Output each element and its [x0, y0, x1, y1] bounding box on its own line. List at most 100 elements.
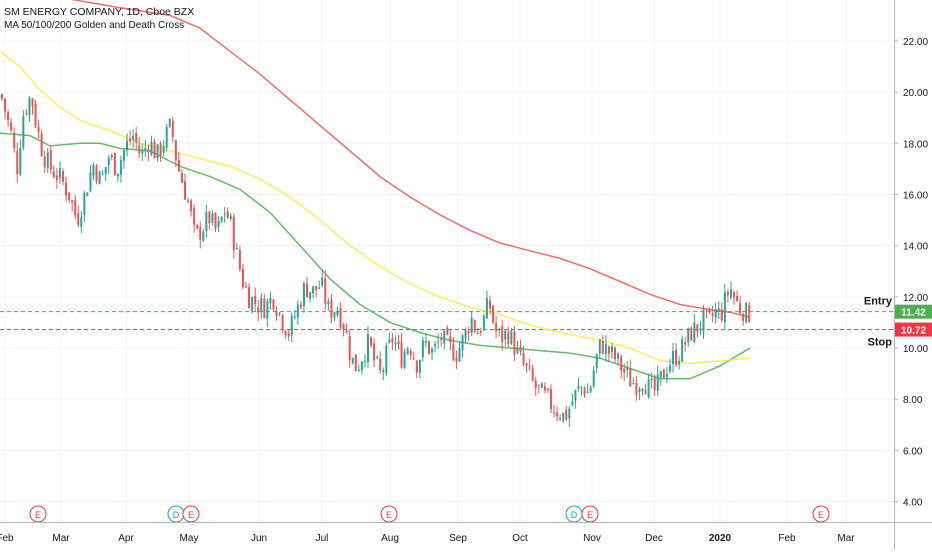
candle-body [272, 299, 275, 310]
candle-body [123, 150, 125, 161]
candle-body [65, 182, 68, 196]
candle-body [360, 361, 363, 371]
candle-body [318, 287, 321, 289]
candle-body [748, 304, 751, 323]
candle-body [629, 368, 632, 387]
candle-body [415, 360, 418, 373]
candle-body [284, 331, 287, 336]
ma-line-ma-50 [0, 132, 751, 380]
candle-body [107, 158, 110, 166]
candle-body [235, 247, 238, 250]
candle-body [150, 141, 153, 155]
candle-body [681, 338, 684, 362]
candle-body [147, 148, 150, 153]
candle-body [293, 316, 296, 318]
candle-body [516, 346, 519, 354]
candle-body [653, 376, 656, 391]
candle-body [281, 315, 284, 330]
candle-body [180, 173, 183, 183]
candle-body [443, 330, 446, 344]
level-tag-stop: Stop [868, 337, 893, 349]
candle-body [620, 356, 623, 371]
candle-body [367, 334, 369, 362]
candle-body [449, 336, 452, 343]
candle-body [461, 335, 464, 351]
candle-body [421, 340, 424, 358]
indicator-label: MA 50/100/200 Golden and Death Cross [4, 20, 185, 31]
candle-body [19, 148, 22, 175]
candle-body [28, 97, 31, 116]
candle-body [52, 171, 55, 178]
candle-body [13, 132, 16, 149]
candle-body [1, 94, 3, 99]
candle-body [476, 333, 479, 335]
candle-body [504, 330, 507, 340]
candle-body [403, 352, 406, 369]
time-tick-label: Mar [837, 533, 855, 544]
candle-body [583, 388, 586, 395]
candle-body [428, 341, 430, 354]
candle-body [659, 371, 662, 378]
time-tick-label: Nov [583, 533, 601, 544]
candle-body [159, 143, 162, 156]
candle-body [31, 98, 34, 107]
candle-body [562, 412, 565, 422]
candle-body [489, 300, 491, 309]
candle-body [71, 200, 74, 203]
candle-body [528, 366, 531, 368]
candle-body [479, 330, 482, 333]
price-tick-label: 22.00 [903, 37, 928, 48]
candle-body [614, 347, 617, 360]
candle-body [104, 167, 107, 175]
candle-body [626, 368, 629, 371]
ma-layer [0, 0, 751, 380]
candle-body [116, 173, 119, 177]
candle-body [729, 289, 732, 298]
candle-body [607, 346, 610, 354]
candle-body [708, 308, 711, 312]
candle-body [376, 357, 379, 359]
candle-body [546, 388, 549, 391]
candle-body [370, 337, 373, 346]
event-marker-label: E [188, 510, 194, 520]
candle-body [498, 328, 501, 331]
candle-body [357, 370, 360, 372]
candle-body [4, 98, 7, 112]
candle-body [223, 213, 226, 215]
candle-body [251, 297, 254, 311]
candle-body [345, 330, 348, 333]
candle-body [611, 346, 613, 352]
candle-body [519, 346, 522, 352]
candle-body [717, 308, 720, 312]
candle-body [34, 103, 37, 126]
candle-body [101, 173, 104, 175]
candle-body [388, 339, 391, 343]
candle-body [431, 348, 434, 353]
candle-body [458, 348, 461, 362]
candle-body [226, 211, 229, 218]
candle-body [260, 297, 263, 311]
candle-body [507, 331, 510, 345]
candle-body [452, 344, 455, 361]
candle-body [720, 309, 723, 321]
candle-body [522, 353, 525, 364]
candle-body [662, 369, 665, 379]
candle-body [391, 338, 394, 343]
time-tick-label: Aug [381, 533, 399, 544]
time-tick-label: Sep [449, 533, 467, 544]
candle-body [257, 307, 260, 313]
candle-body [675, 349, 678, 366]
candle-body [126, 141, 129, 151]
price-tick-label: 8.00 [903, 395, 923, 406]
candle-body [598, 339, 601, 354]
candle-body [586, 391, 589, 393]
candle-body [470, 317, 473, 333]
candle-body [74, 200, 77, 216]
candle-body [232, 216, 235, 250]
candle-body [312, 286, 315, 294]
candle-body [199, 226, 202, 240]
price-label-box-stop [895, 322, 932, 337]
candle-body [638, 388, 641, 393]
time-tick-label: Apr [118, 533, 134, 544]
